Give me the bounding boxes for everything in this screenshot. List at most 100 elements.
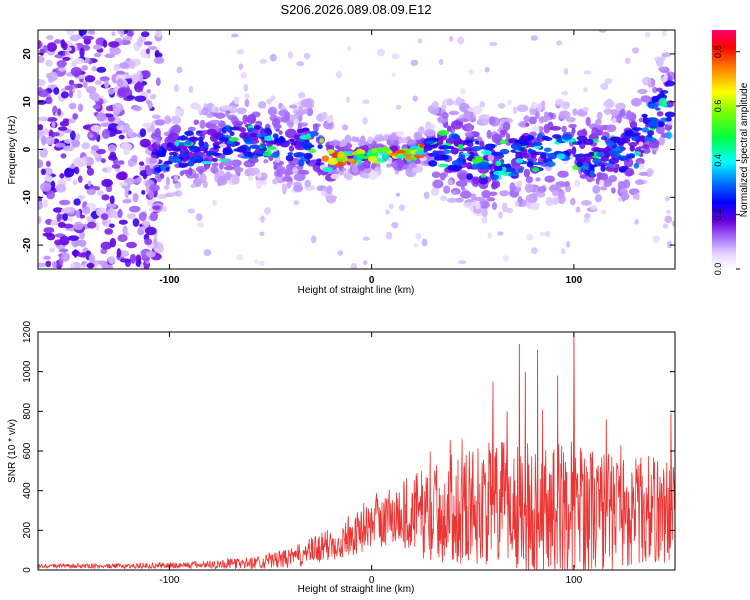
spectrogram-cell — [572, 153, 583, 158]
spectrogram-cell — [95, 186, 101, 191]
spectrogram-cell — [362, 116, 368, 125]
spectrogram-cell — [634, 179, 645, 186]
spectrogram-cell — [539, 231, 546, 236]
spectrogram-cell — [218, 158, 230, 162]
spectrogram-cell — [514, 201, 520, 207]
spectrogram-cell — [43, 167, 53, 176]
spectrogram-cell — [315, 162, 321, 166]
spectrogram-cell — [188, 158, 196, 162]
spectrogram-cell — [68, 90, 74, 98]
spectrogram-cell — [432, 150, 438, 157]
spectrogram-cell — [138, 211, 147, 222]
spectrogram-cell — [38, 78, 46, 87]
spectrogram-cell — [127, 30, 134, 38]
spectrogram-cell — [59, 120, 70, 127]
spectrogram-cell — [53, 87, 60, 95]
spectrogram-cell — [395, 192, 400, 197]
spectrogram-cell — [594, 118, 602, 126]
spectrogram-cell — [43, 227, 55, 234]
spectrogram-cell — [190, 183, 197, 188]
spectrogram-cell — [205, 151, 218, 155]
spectrogram-cell — [197, 221, 205, 228]
spectrogram-cell — [385, 209, 390, 215]
spectrogram-cell — [576, 135, 588, 141]
spectrogram-cell — [52, 207, 64, 213]
spectrogram-cell — [71, 139, 81, 148]
spectrogram-cell — [61, 42, 68, 51]
spectrogram-cell — [368, 171, 379, 180]
spectrogram-cell — [184, 130, 194, 136]
spectrogram-cell — [575, 206, 581, 213]
spectrogram-cell — [638, 163, 645, 170]
spectrogram-cell — [116, 124, 125, 131]
spectrogram-cell — [572, 108, 578, 116]
spectrogram-cell — [377, 48, 385, 57]
spectrogram-cell — [665, 116, 672, 122]
spectrogram-cell — [459, 190, 472, 199]
snr-plot-area — [38, 332, 675, 570]
spectrogram-cell — [490, 151, 503, 156]
spectrogram-cell — [231, 141, 236, 148]
spectrogram-cell — [196, 155, 203, 160]
spectrogram-cell — [62, 212, 68, 222]
spectrogram-cell — [261, 179, 267, 186]
spectrogram-cell — [608, 175, 618, 183]
spectrogram-cell — [325, 195, 338, 200]
spectrogram-cell — [73, 221, 84, 231]
spectrogram-cell — [129, 205, 141, 213]
spectrogram-cell — [149, 184, 160, 192]
spectrogram-cell — [440, 195, 447, 202]
spectrogram-x-tick-label: 0 — [369, 275, 375, 286]
spectrogram-cell — [524, 183, 534, 193]
spectrogram-cell — [600, 164, 606, 172]
spectrogram-cell — [117, 160, 125, 165]
spectrogram-cell — [660, 76, 668, 83]
spectrogram-cell — [82, 80, 88, 89]
spectrogram-cell — [119, 258, 131, 263]
spectrogram-cell — [203, 143, 209, 148]
spectrogram-cell — [531, 161, 544, 166]
spectrogram-cell — [529, 201, 540, 211]
spectrogram-cell — [82, 206, 91, 215]
spectrogram-cell — [249, 144, 260, 149]
spectrogram-cell — [665, 80, 675, 87]
spectrogram-cell — [544, 231, 551, 237]
spectrogram-cell — [598, 30, 607, 33]
spectrogram-cell — [90, 124, 102, 133]
spectrogram-cell — [77, 175, 83, 184]
spectrogram-cell — [64, 176, 72, 182]
spectrogram-cell — [86, 215, 93, 223]
spectrogram-cell — [141, 70, 151, 79]
spectrogram-cell — [175, 108, 181, 116]
snr-y-tick-label: 200 — [22, 522, 33, 539]
spectrogram-cell — [72, 179, 78, 185]
spectrogram-cell — [233, 96, 240, 105]
spectrogram-cell — [633, 162, 639, 169]
spectrogram-cell — [604, 108, 611, 116]
spectrogram-cell — [531, 142, 543, 147]
spectrogram-cell — [69, 164, 76, 169]
spectrogram-cell — [491, 180, 501, 189]
spectrogram-cell — [70, 262, 76, 269]
spectrogram-cell — [423, 191, 430, 199]
spectrogram-cell — [187, 126, 196, 132]
spectrogram-cell — [289, 138, 295, 142]
spectrogram-cell — [151, 114, 161, 119]
spectrogram-cell — [92, 260, 99, 265]
spectrogram-cell — [140, 31, 150, 38]
spectrogram-cell — [438, 58, 444, 66]
spectrogram-cell — [583, 70, 592, 75]
spectrogram-cell — [45, 260, 52, 268]
spectrogram-cell — [463, 139, 470, 146]
spectrogram-cell — [247, 157, 259, 164]
spectrogram-cell — [275, 124, 282, 129]
spectrogram-cell — [132, 105, 143, 112]
spectrogram-cell — [667, 240, 672, 249]
spectrogram-cell — [648, 120, 660, 127]
spectrogram-cell — [583, 87, 588, 93]
spectrogram-cell — [481, 149, 492, 156]
spectrogram-cell — [256, 133, 266, 138]
spectrogram-cell — [388, 203, 394, 210]
